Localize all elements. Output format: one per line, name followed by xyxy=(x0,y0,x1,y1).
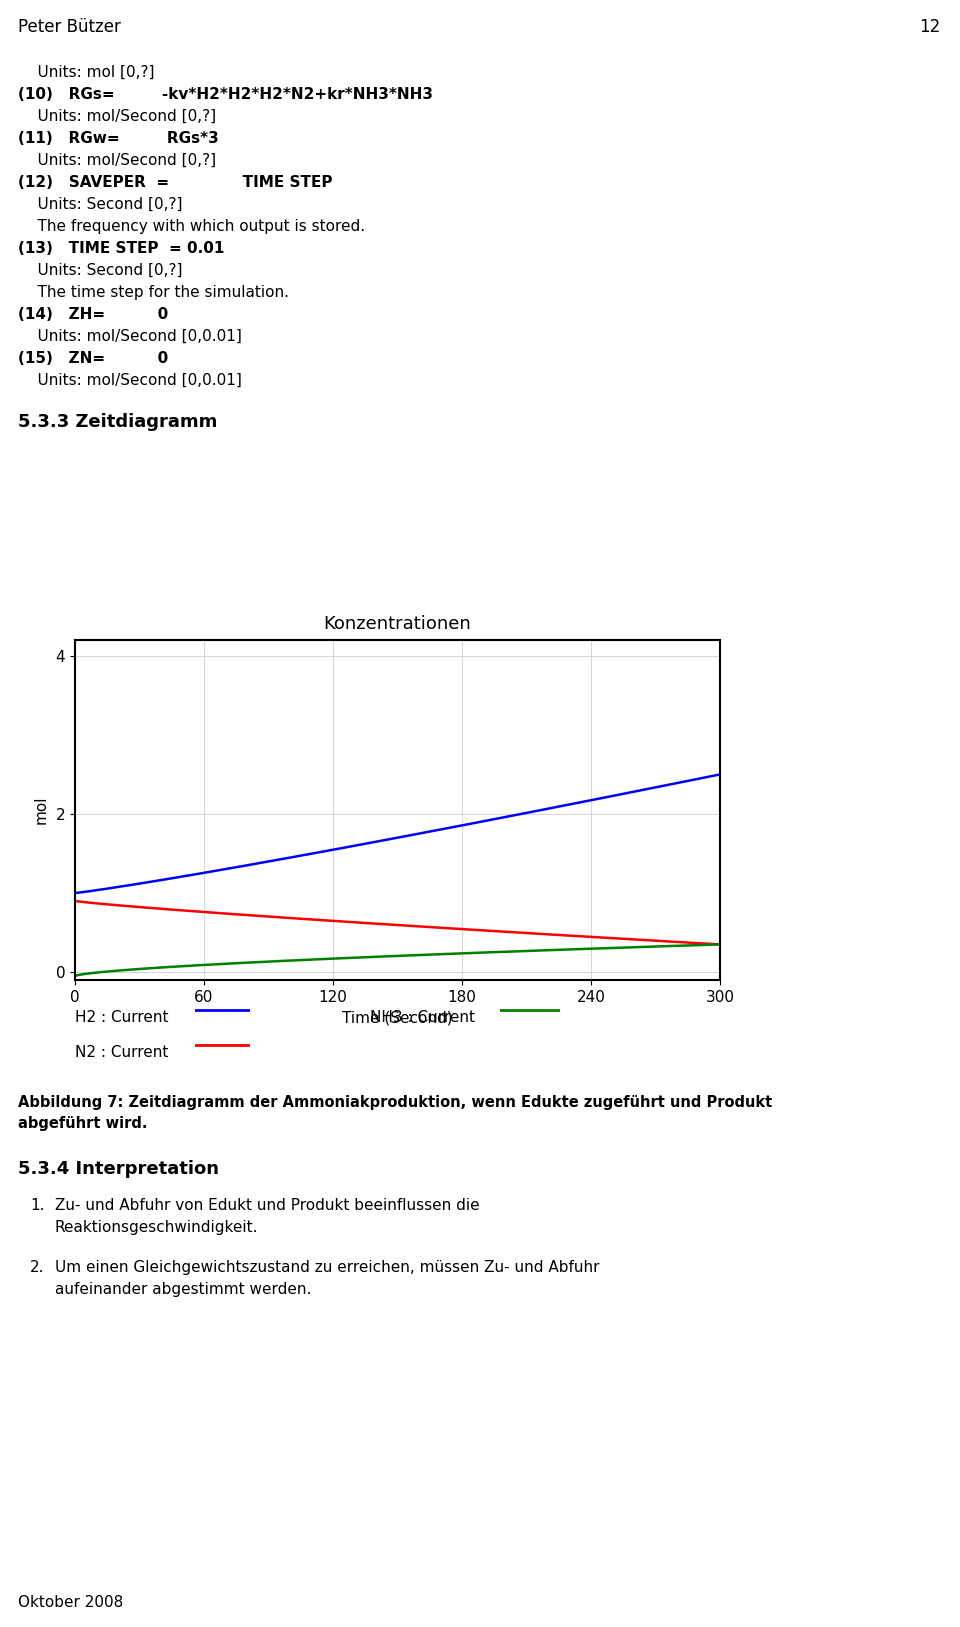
Text: Zu- und Abfuhr von Edukt und Produkt beeinflussen die: Zu- und Abfuhr von Edukt und Produkt bee… xyxy=(55,1197,480,1214)
Text: 1.: 1. xyxy=(30,1197,44,1214)
Text: Units: mol/Second [0,?]: Units: mol/Second [0,?] xyxy=(18,109,216,124)
Text: abgeführt wird.: abgeführt wird. xyxy=(18,1116,148,1131)
Text: (10)   RGs=         -kv*H2*H2*H2*N2+kr*NH3*NH3: (10) RGs= -kv*H2*H2*H2*N2+kr*NH3*NH3 xyxy=(18,86,433,103)
Text: Units: mol/Second [0,?]: Units: mol/Second [0,?] xyxy=(18,153,216,168)
Text: Oktober 2008: Oktober 2008 xyxy=(18,1594,123,1611)
Text: aufeinander abgestimmt werden.: aufeinander abgestimmt werden. xyxy=(55,1282,311,1297)
Text: Units: mol/Second [0,0.01]: Units: mol/Second [0,0.01] xyxy=(18,373,242,387)
Text: The frequency with which output is stored.: The frequency with which output is store… xyxy=(18,220,365,234)
Text: NH3 : Current: NH3 : Current xyxy=(370,1010,475,1025)
Text: (14)   ZH=          0: (14) ZH= 0 xyxy=(18,308,168,322)
Text: (12)   SAVEPER  =              TIME STEP: (12) SAVEPER = TIME STEP xyxy=(18,176,332,190)
Text: The time step for the simulation.: The time step for the simulation. xyxy=(18,285,289,299)
Text: H2 : Current: H2 : Current xyxy=(75,1010,169,1025)
Text: (13)   TIME STEP  = 0.01: (13) TIME STEP = 0.01 xyxy=(18,241,225,255)
Text: 5.3.3 Zeitdiagramm: 5.3.3 Zeitdiagramm xyxy=(18,413,217,431)
Text: (11)   RGw=         RGs*3: (11) RGw= RGs*3 xyxy=(18,132,219,146)
Text: Units: Second [0,?]: Units: Second [0,?] xyxy=(18,264,182,278)
Text: Abbildung 7: Zeitdiagramm der Ammoniakproduktion, wenn Edukte zugeführt und Prod: Abbildung 7: Zeitdiagramm der Ammoniakpr… xyxy=(18,1095,772,1110)
Text: 5.3.4 Interpretation: 5.3.4 Interpretation xyxy=(18,1160,219,1178)
Text: Units: mol [0,?]: Units: mol [0,?] xyxy=(18,65,155,80)
X-axis label: Time (Second): Time (Second) xyxy=(342,1010,453,1025)
Text: 12: 12 xyxy=(919,18,940,36)
Y-axis label: mol: mol xyxy=(34,796,49,825)
Text: Um einen Gleichgewichtszustand zu erreichen, müssen Zu- und Abfuhr: Um einen Gleichgewichtszustand zu erreic… xyxy=(55,1259,599,1276)
Text: Units: mol/Second [0,0.01]: Units: mol/Second [0,0.01] xyxy=(18,329,242,343)
Text: Units: Second [0,?]: Units: Second [0,?] xyxy=(18,197,182,212)
Text: N2 : Current: N2 : Current xyxy=(75,1045,168,1061)
Text: Reaktionsgeschwindigkeit.: Reaktionsgeschwindigkeit. xyxy=(55,1220,258,1235)
Title: Konzentrationen: Konzentrationen xyxy=(324,615,471,633)
Text: 2.: 2. xyxy=(30,1259,44,1276)
Text: Peter Bützer: Peter Bützer xyxy=(18,18,121,36)
Text: (15)   ZN=          0: (15) ZN= 0 xyxy=(18,351,168,366)
